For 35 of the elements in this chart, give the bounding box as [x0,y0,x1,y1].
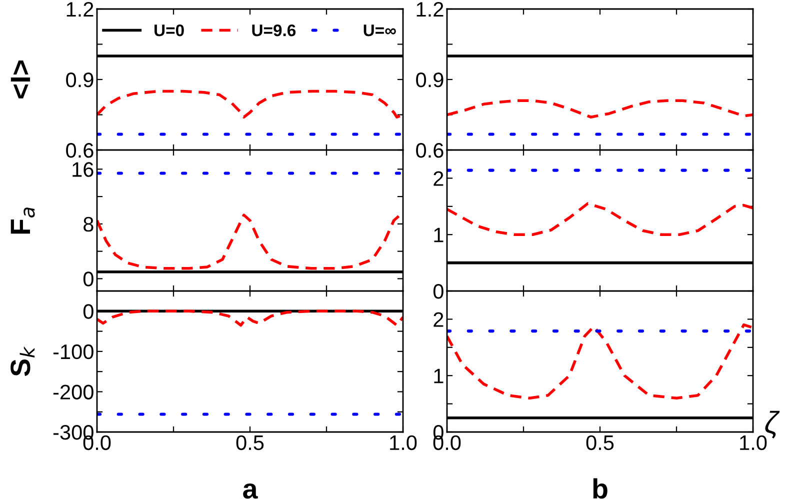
y-tick-label: -100 [53,344,94,360]
y-axis-title: <I> [10,60,30,98]
legend-label: U=∞ [364,24,396,36]
y-tick-label: 0.9 [66,72,94,88]
legend-label: U=9.6 [252,24,296,36]
y-tick-label: 0 [433,284,444,299]
y-tick-label: 0.6 [416,143,444,158]
y-tick-label: 8 [84,216,94,232]
text: a [243,483,258,499]
x-axis-title: ζ [765,410,780,438]
y-tick-label: 0.9 [416,72,444,88]
y-tick-label: 0 [83,304,94,319]
line-series [97,90,403,118]
y-tick-label: 1.2 [66,2,94,17]
line-series [447,202,753,236]
y-axis-title: F$_{a}$ [10,208,35,234]
y-tick-label: 1.2 [416,2,444,17]
y-tick-label: 1 [434,228,444,242]
y-tick-label: 0 [83,272,94,286]
y-tick-label: -200 [53,384,94,400]
x-tick-label: 0.5 [586,435,614,450]
y-tick-label: 0.6 [66,143,94,158]
x-tick-label: 0.5 [236,435,264,450]
line-series [97,310,403,327]
x-tick-label: 1.0 [390,435,417,450]
y-tick-label: 16 [72,162,94,177]
y-axis-title: S$_{k}$ [10,346,35,376]
x-tick-label: 1.0 [740,435,767,450]
text: b [593,478,608,499]
line-series [447,323,753,400]
y-tick-label: 2 [434,312,444,327]
y-tick-label: 1 [434,368,444,384]
legend-label: U=0 [154,24,184,36]
y-tick-label: 2 [434,171,444,186]
line-series [447,99,753,118]
